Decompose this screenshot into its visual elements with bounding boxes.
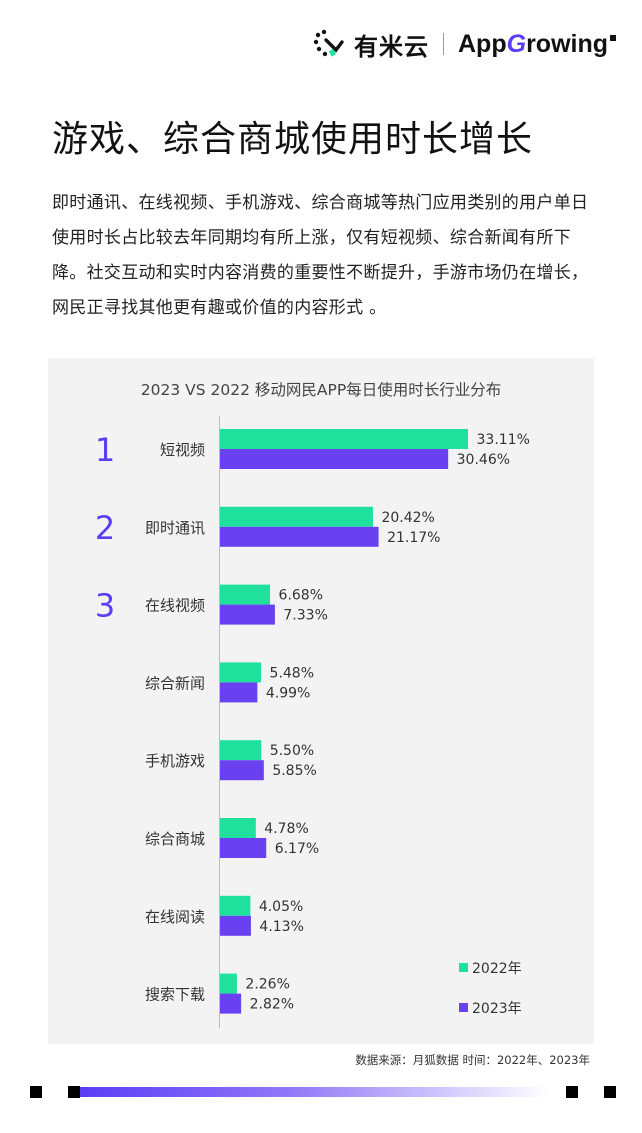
logo-divider [443, 33, 444, 55]
chart-title: 2023 VS 2022 移动网民APP每日使用时长行业分布 [141, 381, 501, 399]
data-label-2023: 2.82% [250, 997, 294, 1013]
data-label-2022: 20.42% [381, 510, 434, 526]
category-label: 短视频 [160, 441, 205, 459]
data-label-2022: 6.68% [279, 588, 323, 604]
category-label: 在线视频 [145, 597, 205, 615]
legend-label-2022: 2022年 [472, 961, 522, 977]
bar-2022 [220, 895, 251, 916]
data-label-2023: 5.85% [272, 763, 316, 779]
bar-2022 [220, 662, 262, 683]
rank-number: 1 [95, 431, 115, 469]
bar-2023 [220, 838, 267, 858]
bar-2023 [220, 526, 379, 547]
brand-cn-logo: 有米云 [354, 32, 429, 61]
category-label: 在线阅读 [145, 908, 205, 926]
bar-2022 [220, 740, 262, 761]
data-label-2022: 2.26% [245, 977, 289, 993]
data-label-2022: 4.05% [259, 899, 303, 915]
chart-panel: 2023 VS 2022 移动网民APP每日使用时长行业分布短视频 1 33.11%… [48, 358, 594, 1044]
bar-2023 [220, 993, 242, 1014]
footer-square-left [30, 1086, 42, 1098]
data-label-2023: 30.46% [457, 452, 510, 468]
data-label-2023: 7.33% [283, 608, 327, 624]
page-title: 游戏、综合商城使用时长增长 [52, 119, 534, 160]
bar-2023 [220, 760, 264, 781]
data-label-2023: 6.17% [275, 841, 319, 857]
bar-2022 [220, 584, 271, 605]
intro-paragraph: 即时通讯、在线视频、手机游戏、综合商城等热门应用类别的用户单日使用时长占比较去年… [52, 193, 589, 318]
category-label: 综合新闻 [145, 674, 205, 692]
bar-2023 [220, 682, 258, 703]
bar-2023 [220, 915, 251, 936]
data-label-2022: 5.50% [270, 743, 314, 759]
brand-dot-icon [610, 35, 616, 41]
bar-2022 [220, 818, 256, 838]
data-label-2023: 21.17% [387, 530, 440, 546]
legend-swatch-2023 [459, 1003, 468, 1012]
brand-en-prefix: App [458, 29, 507, 58]
bar-2022 [220, 506, 373, 527]
footer-square-right [566, 1086, 578, 1098]
data-label-2022: 5.48% [270, 665, 314, 681]
bar-2022 [220, 429, 468, 449]
category-label: 综合商城 [145, 830, 205, 848]
data-label-2023: 4.99% [266, 685, 310, 701]
data-label-2022: 4.78% [264, 821, 308, 837]
data-label-2022: 33.11% [477, 432, 530, 448]
footer-gradient-bar [80, 1087, 550, 1097]
footer-decoration [0, 1083, 642, 1101]
rank-number: 2 [95, 509, 115, 547]
footer-square-left-2 [68, 1086, 80, 1098]
category-label: 搜索下载 [145, 986, 205, 1004]
footer-square-right-2 [604, 1086, 616, 1098]
bar-2023 [220, 449, 449, 469]
legend-label-2023: 2023年 [472, 1001, 522, 1017]
source-note: 数据来源：月狐数据 时间：2022年、2023年 [355, 1053, 590, 1067]
rank-number: 3 [95, 587, 115, 625]
brand-en-suffix: rowing [526, 29, 608, 58]
category-label: 即时通讯 [145, 519, 205, 537]
brand-en-g: G [506, 29, 527, 58]
bar-2023 [220, 604, 275, 625]
data-label-2023: 4.13% [259, 919, 303, 935]
bar-2022 [220, 973, 237, 994]
youmiyun-logo-icon [313, 29, 344, 57]
category-label: 手机游戏 [145, 752, 205, 770]
legend-swatch-2022 [459, 963, 468, 972]
